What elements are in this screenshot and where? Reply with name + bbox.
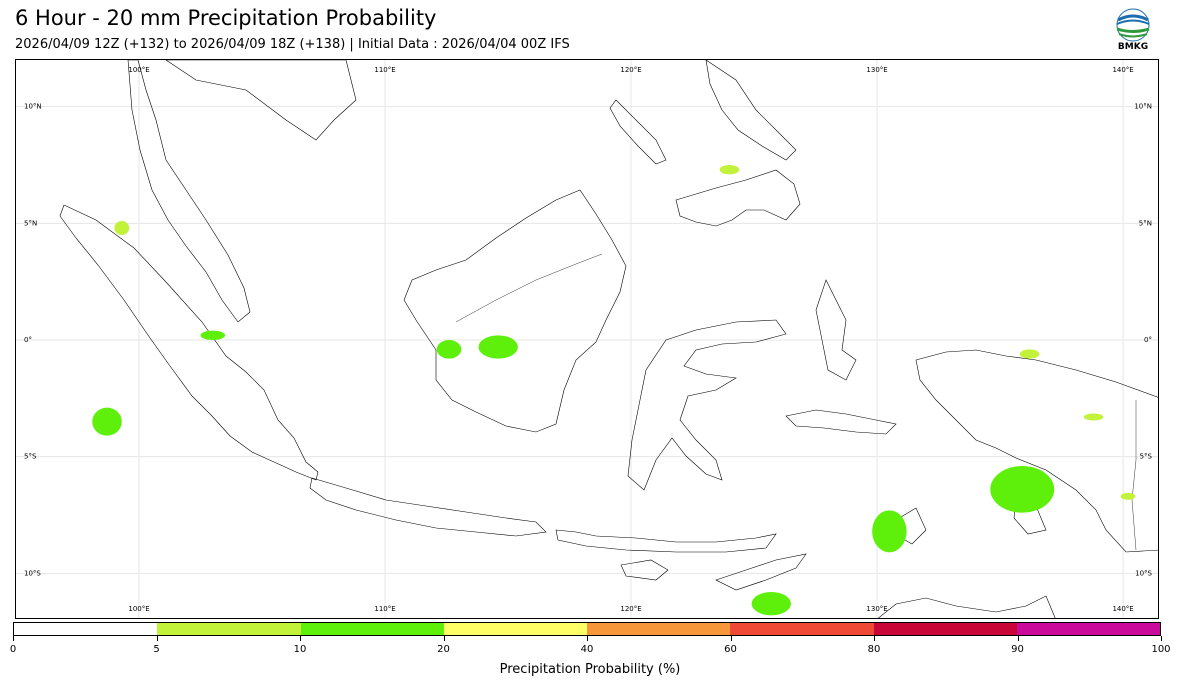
precip-area [1019,349,1040,359]
colorbar-tickmark [587,636,588,641]
precip-area [1120,492,1136,500]
land-malay-peninsula [127,60,251,323]
precip-area [1083,413,1104,421]
land-indochina [165,60,357,141]
colorbar-tick-label: 20 [437,644,450,655]
land-sulawesi [627,319,787,491]
chart-subtitle: 2026/04/09 12Z (+132) to 2026/04/09 18Z … [15,37,570,52]
colorbar-tick-label: 80 [867,644,881,655]
precip-area [436,340,462,359]
precip-area [872,510,907,553]
colorbar-tick-label: 0 [9,644,17,655]
lat-tick-label-right: 0° [1144,336,1152,344]
borders-borneo [455,253,603,323]
colorbar-segment [443,623,587,635]
land-halmahera [815,279,857,381]
colorbar-segment [587,623,731,635]
land-new-guinea [915,349,1158,553]
colorbar-tick-label: 60 [724,644,737,655]
colorbar-segment [14,623,158,635]
precip-area [478,335,518,359]
colorbar-segment [1016,623,1160,635]
lon-tick-label-top: 120°E [620,66,641,74]
land-mindanao [675,169,801,227]
colorbar-tickmark [1017,636,1019,641]
precipitation-areas [92,165,1136,616]
land-palawan [609,99,667,165]
border-png [1131,400,1137,551]
land-borneo [403,189,627,433]
colorbar-tickmark [874,636,875,641]
colorbar-tickmark [1161,636,1162,641]
lon-tick-label-bottom: 140°E [1112,605,1133,613]
lon-tick-label-bottom: 130°E [866,605,887,613]
lon-tick-label-bottom: 100°E [128,605,149,613]
lat-tick-label-left: 10°S [24,569,41,577]
lat-tick-label-right: 10°S [1135,569,1152,577]
land-sumba [620,559,669,581]
colorbar-segment [157,623,301,635]
land-seram [785,409,897,435]
land-sumatra [59,204,319,481]
land-visayas [705,60,797,161]
precipitation-map[interactable]: 100°E 100°E 110°E 110°E 120°E 120°E 130°E 130°E… [16,60,1159,619]
colorbar-tick-label: 100 [1151,644,1171,655]
colorbar-tickmark [300,636,301,641]
colorbar-tick-label: 90 [1011,644,1024,655]
land-australia [878,595,1056,618]
colorbar-segment [300,623,444,635]
precip-area [114,221,130,235]
colorbar-title: Precipitation Probability (%) [499,662,681,677]
colorbar-segment [730,623,874,635]
precip-area [719,165,740,175]
lat-tick-label-left: 10°N [24,103,42,111]
coastlines [59,60,1158,618]
lat-tick-label-left: 5°S [24,453,37,461]
colorbar [13,622,1161,636]
colorbar-segment [873,623,1017,635]
colorbar-tick-label: 5 [153,644,160,655]
logo-text: BMKG [1117,42,1149,52]
lat-tick-label-right: 5°N [1139,219,1152,227]
land-lesser-sunda [555,529,777,553]
lon-tick-label-top: 100°E [128,66,149,74]
colorbar-tickmark [443,636,445,641]
lat-tick-label-right: 10°N [1134,103,1152,111]
precip-area [200,330,226,341]
colorbar-tick-label: 40 [580,644,594,655]
graticule [16,60,1158,618]
precip-area [990,466,1055,513]
precip-area [92,407,122,436]
lon-tick-label-bottom: 120°E [620,605,641,613]
bmkg-logo-icon [1116,8,1150,42]
lat-tick-label-left: 0° [24,336,32,344]
lon-tick-label-bottom: 110°E [374,605,395,613]
colorbar-tickmark [156,636,158,641]
lon-tick-label-top: 140°E [1112,66,1133,74]
land-java [309,477,547,537]
chart-title: 6 Hour - 20 mm Precipitation Probability [15,6,437,30]
colorbar-tickmark [13,636,14,641]
precip-area [751,592,791,616]
lon-tick-label-top: 130°E [866,66,887,74]
map-panel[interactable]: 100°E 100°E 110°E 110°E 120°E 120°E 130°E 130°E… [15,59,1159,619]
colorbar-tickmark [730,636,732,641]
colorbar-tick-label: 10 [293,644,307,655]
lat-tick-label-left: 5°N [24,219,37,227]
bmkg-logo: BMKG [1112,8,1154,56]
land-timor [715,553,807,591]
lat-tick-label-right: 5°S [1140,453,1153,461]
graticule-labels: 100°E 100°E 110°E 110°E 120°E 120°E 130°E 130°E… [24,66,1153,613]
lon-tick-label-top: 110°E [374,66,395,74]
